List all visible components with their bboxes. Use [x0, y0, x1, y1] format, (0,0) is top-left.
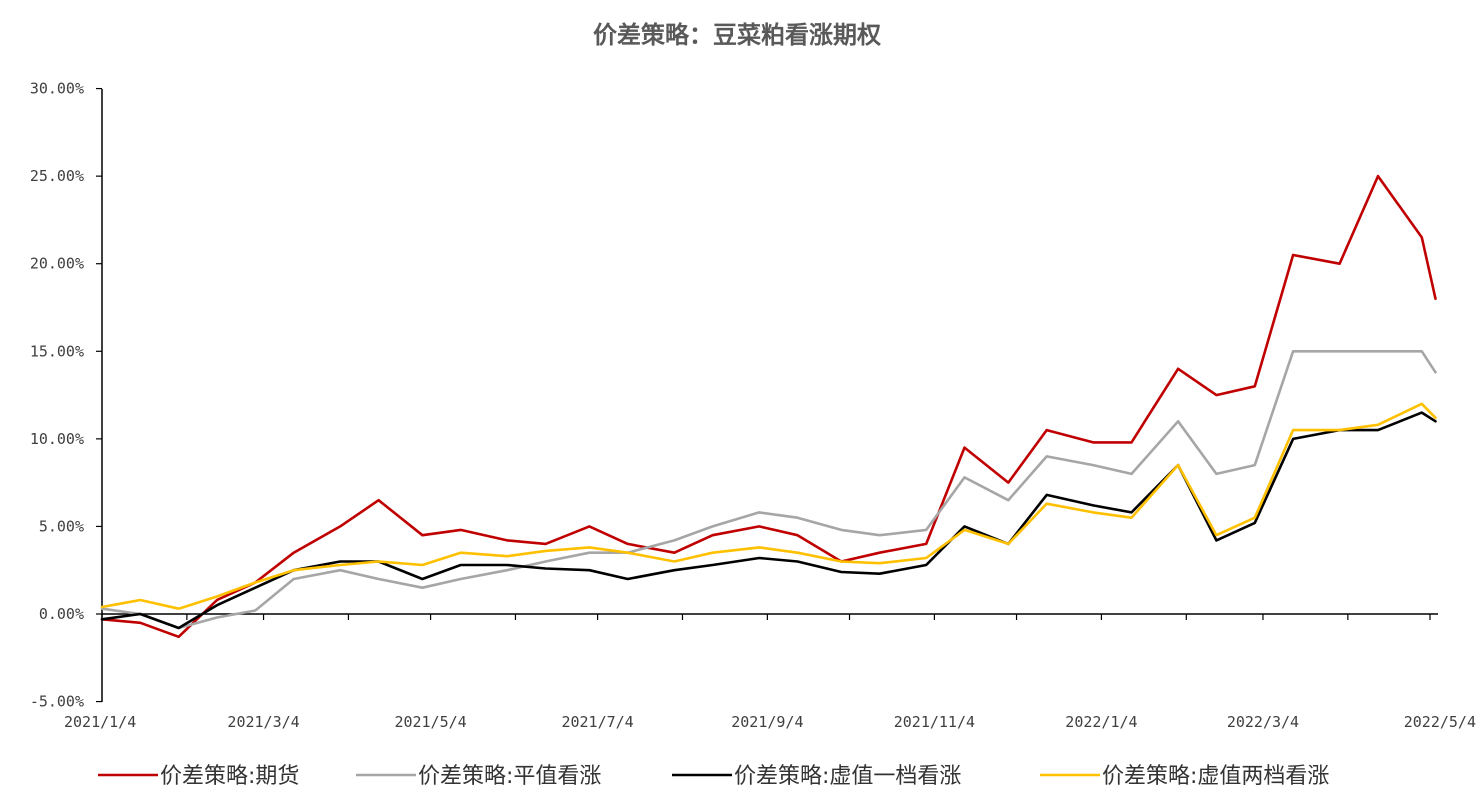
- series-layer: [100, 174, 1437, 639]
- y-tick-label: 30.00%: [30, 80, 84, 98]
- series-line: [100, 174, 1437, 639]
- x-tick-label: 2021/1/4: [64, 713, 136, 731]
- legend-label: 价差策略:平值看涨: [418, 764, 601, 789]
- x-axis: 2021/1/4 2021/3/4 2021/5/4 2021/7/4 2021/9/4…: [64, 613, 1476, 731]
- legend-label: 价差策略:虚值一档看涨: [734, 764, 961, 789]
- x-tick-label: 2022/1/4: [1065, 713, 1137, 731]
- y-tick-label: 5.00%: [39, 517, 84, 535]
- y-tick-label: 25.00%: [30, 167, 84, 185]
- y-tick-label: 20.00%: [30, 255, 84, 273]
- y-tick-label: -5.00%: [30, 693, 84, 711]
- legend-label: 价差策略:期货: [160, 764, 299, 789]
- series-line: [100, 349, 1437, 630]
- series-line: [100, 402, 1437, 611]
- y-tick-label: 10.00%: [30, 430, 84, 448]
- x-tick-label: 2021/3/4: [227, 713, 299, 731]
- series-line: [100, 411, 1437, 630]
- x-tick-label: 2021/7/4: [561, 713, 633, 731]
- x-tick-label: 2022/5/4: [1404, 713, 1476, 731]
- chart-title: 价差策略：豆菜粕看涨期权: [593, 21, 881, 49]
- y-tick-label: 15.00%: [30, 342, 84, 360]
- x-tick-label: 2021/9/4: [731, 713, 803, 731]
- x-tick-label: 2022/3/4: [1227, 713, 1299, 731]
- y-axis: 30.00% 25.00% 20.00% 15.00% 10.00% 5.00% 0.00%…: [30, 80, 103, 711]
- legend-label: 价差策略:虚值两档看涨: [1102, 764, 1329, 789]
- x-tick-label: 2021/5/4: [394, 713, 466, 731]
- y-tick-label: 0.00%: [39, 605, 84, 623]
- x-tick-label: 2021/11/4: [894, 713, 975, 731]
- legend: 价差策略:期货 价差策略:平值看涨 价差策略:虚值一档看涨 价差策略:虚值两档看涨: [98, 764, 1329, 789]
